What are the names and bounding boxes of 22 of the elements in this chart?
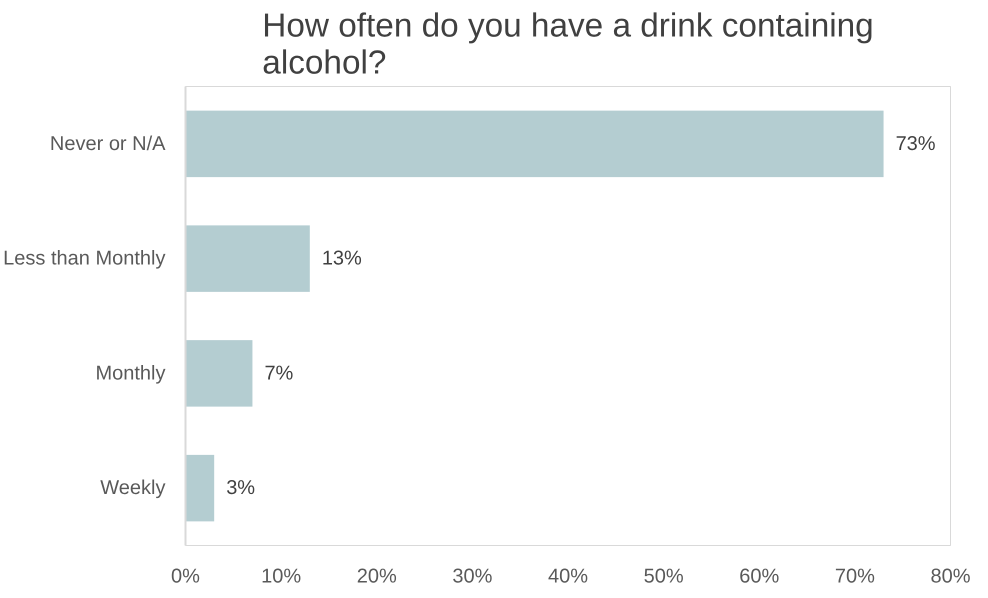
data-label: 73% xyxy=(896,132,936,155)
x-tick-label: 10% xyxy=(261,566,302,588)
x-tick-label: 60% xyxy=(739,566,780,588)
x-tick-label: 50% xyxy=(644,566,684,588)
data-label: 3% xyxy=(226,477,256,500)
data-label: 13% xyxy=(322,248,362,270)
bar xyxy=(186,110,884,178)
y-tick-label: Weekly xyxy=(100,477,166,500)
y-tick-label: Less than Monthly xyxy=(3,248,166,270)
y-tick-label: Never or N/A xyxy=(50,132,166,155)
y-tick-label: Monthly xyxy=(95,362,166,384)
chart-title: How often do you have a drink containing alcohol? xyxy=(262,8,874,82)
x-tick-label: 30% xyxy=(452,566,493,588)
bar xyxy=(186,225,310,292)
x-tick-label: 40% xyxy=(548,566,588,588)
x-tick-label: 0% xyxy=(171,566,200,588)
x-tick-label: 70% xyxy=(834,566,876,588)
x-tick-label: 80% xyxy=(930,566,971,588)
bar xyxy=(186,454,214,522)
data-label: 7% xyxy=(264,362,294,384)
x-tick-label: 20% xyxy=(356,566,397,588)
bar xyxy=(186,340,252,407)
